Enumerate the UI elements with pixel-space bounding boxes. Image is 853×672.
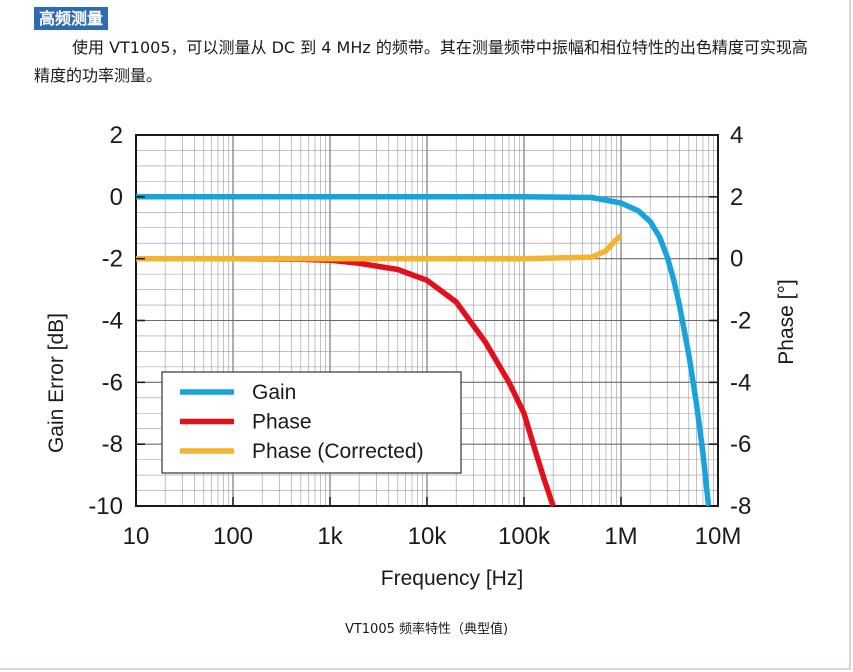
axis-layer: 10 100 1k 10k 100k 1M 10M 2 0 -2 -4 -6 -8 -10 4 2 0 -2 -4 -…: [88, 122, 751, 550]
y2-tick-label: 4: [730, 122, 743, 149]
series-layer: [136, 194, 712, 507]
y-tick-label: -10: [88, 493, 123, 520]
y-tick-label: -2: [102, 246, 123, 273]
y-axis-label: Gain Error [dB]: [45, 313, 68, 453]
legend-label: Phase (Corrected): [252, 440, 424, 463]
section-description: 使用 VT1005，可以测量从 DC 到 4 MHz 的频带。其在测量频带中振幅…: [34, 38, 808, 85]
y2-tick-label: -4: [730, 369, 751, 396]
y2-axis-label: Phase [°]: [775, 279, 798, 364]
x-tick-label: 100k: [498, 523, 551, 550]
y-tick-label: -4: [102, 308, 123, 335]
y2-tick-label: -2: [730, 308, 751, 335]
x-tick-label: 1k: [317, 523, 343, 550]
chart-legend: Gain Phase Phase (Corrected): [161, 371, 462, 474]
y2-tick-label: -6: [730, 431, 751, 458]
x-tick-label: 10k: [408, 523, 448, 550]
y-tick-label: -8: [102, 431, 123, 458]
legend-label: Gain: [252, 381, 296, 404]
y2-tick-label: 0: [730, 246, 743, 273]
x-tick-label: 100: [213, 523, 253, 550]
section-title: 高频测量: [34, 7, 109, 30]
y2-tick-label: 2: [730, 184, 743, 211]
x-tick-label: 10: [123, 523, 150, 550]
series-line-phase-corrected: [136, 233, 623, 262]
frequency-response-chart: 10 100 1k 10k 100k 1M 10M 2 0 -2 -4 -6 -8 -10 4 2 0 -2 -4 -…: [45, 122, 798, 590]
y-tick-label: 2: [110, 122, 123, 149]
series-line-gain: [136, 194, 712, 507]
y-tick-label: 0: [110, 184, 123, 211]
x-tick-label: 10M: [695, 523, 742, 550]
y2-tick-label: -8: [730, 493, 751, 520]
legend-label: Phase: [252, 411, 312, 434]
x-axis-label: Frequency [Hz]: [381, 567, 523, 590]
chart-caption: VT1005 频率特性（典型值): [344, 622, 509, 637]
x-tick-label: 1M: [604, 523, 637, 550]
y-tick-label: -6: [102, 369, 123, 396]
